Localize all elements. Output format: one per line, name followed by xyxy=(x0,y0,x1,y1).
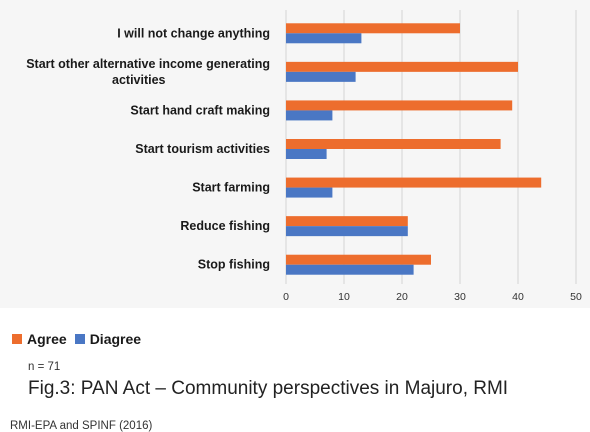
category-label: Start farming xyxy=(192,181,270,195)
bar-agree-5 xyxy=(286,216,408,227)
category-label: Reduce fishing xyxy=(180,219,270,233)
legend-swatch-disagree xyxy=(74,334,85,344)
bar-agree-4 xyxy=(286,177,542,188)
sample-size-note: n = 71 xyxy=(28,361,61,373)
legend-item-disagree: Diagree xyxy=(74,331,142,347)
chart-panel: 0 10 20 30 40 50 I will not change anything Sta… xyxy=(26,10,582,303)
x-tick-label: 0 xyxy=(283,291,289,303)
x-tick-label: 30 xyxy=(454,291,466,303)
category-label: Stop fishing xyxy=(198,258,270,272)
bar-agree-2 xyxy=(286,100,513,111)
category-label: Start tourism activities xyxy=(135,142,270,156)
legend-swatch-agree xyxy=(12,334,22,344)
bar-diagree-3 xyxy=(286,149,327,159)
legend-label-agree: Agree xyxy=(27,331,67,347)
source-note: RMI-EPA and SPINF (2016) xyxy=(10,420,153,432)
figure-caption: Fig.3: PAN Act – Community perspectives … xyxy=(28,378,509,399)
x-tick-label: 20 xyxy=(396,291,408,303)
x-tick-label: 10 xyxy=(338,291,350,303)
bar-chart: 0 10 20 30 40 50 I will not change anything Sta… xyxy=(26,10,582,303)
bar-diagree-2 xyxy=(286,110,333,121)
x-tick-label: 50 xyxy=(570,291,582,303)
category-label: Start hand craft making xyxy=(130,103,270,117)
bar-agree-3 xyxy=(286,139,501,149)
x-tick-label: 40 xyxy=(512,291,524,303)
bar-agree-1 xyxy=(286,61,518,72)
bar-diagree-5 xyxy=(286,226,408,237)
bar-diagree-1 xyxy=(286,71,356,82)
bar-diagree-0 xyxy=(286,33,362,44)
category-label: I will not change anything xyxy=(117,26,270,40)
category-label: Start other alternative income generatin… xyxy=(26,57,270,87)
bar-diagree-6 xyxy=(286,264,414,275)
legend-label-disagree: Diagree xyxy=(89,331,142,347)
legend-item-agree: Agree xyxy=(12,331,67,347)
bar-diagree-4 xyxy=(286,187,333,198)
bar-agree-6 xyxy=(286,254,431,265)
bar-agree-0 xyxy=(286,23,460,34)
legend: Agree Diagree xyxy=(12,331,149,347)
